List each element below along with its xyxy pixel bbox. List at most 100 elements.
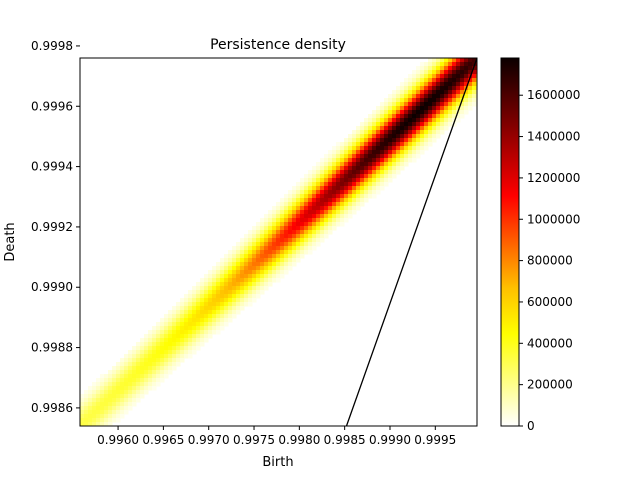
heatmap-cell [260,278,265,283]
heatmap-cell [336,158,341,163]
heatmap-cell [100,422,105,426]
heatmap-cell [244,278,249,283]
heatmap-cell [404,162,409,167]
heatmap-cell [408,158,413,163]
heatmap-cell [80,422,85,426]
heatmap-cell [292,242,297,247]
heatmap-cell [336,170,341,175]
heatmap-cell [348,182,353,187]
heatmap-cell [268,254,273,259]
heatmap-cell [376,178,381,183]
heatmap-cell [168,346,173,351]
heatmap-cell [360,130,365,135]
heatmap-cell [340,178,345,183]
heatmap-cell [164,366,169,371]
heatmap-cell [168,358,173,363]
heatmap-cell [356,174,361,179]
heatmap-cell [272,246,277,251]
heatmap-cell [392,166,397,171]
y-tick-label: 0.9990 [31,280,73,294]
heatmap-cell [372,122,377,127]
heatmap-cell [284,270,289,275]
heatmap-cell [132,346,137,351]
heatmap-cell [456,82,461,87]
heatmap-cell [384,178,389,183]
heatmap-cell [192,310,197,315]
heatmap-cell [324,210,329,215]
heatmap-cell [80,414,85,419]
heatmap-cell [420,122,425,127]
heatmap-cell [160,362,165,367]
heatmap-cell [168,322,173,327]
heatmap-cell [420,138,425,143]
heatmap-cell [356,198,361,203]
heatmap-cell [364,178,369,183]
heatmap-cell [368,138,373,143]
heatmap-cell [312,238,317,243]
heatmap-cell [420,146,425,151]
heatmap-cell [440,102,445,107]
heatmap-cell [256,242,261,247]
heatmap-cell [456,78,461,83]
heatmap-cell [248,286,253,291]
heatmap-cell [388,94,393,99]
heatmap-cell [304,246,309,251]
heatmap-cell [292,246,297,251]
heatmap-cell [268,278,273,283]
heatmap-cell [412,146,417,151]
heatmap-cell [300,226,305,231]
heatmap-cell [172,306,177,311]
heatmap-cell [424,86,429,91]
heatmap-cell [136,342,141,347]
heatmap-cell [312,194,317,199]
heatmap-cell [160,350,165,355]
heatmap-cell [232,246,237,251]
heatmap-cell [372,162,377,167]
heatmap-cell [372,154,377,159]
heatmap-cell [140,394,145,399]
heatmap-cell [340,170,345,175]
heatmap-cell [316,166,321,171]
heatmap-cell [416,126,421,131]
heatmap-cell [320,214,325,219]
heatmap-cell [372,190,377,195]
heatmap-cell [408,82,413,87]
heatmap-cell [412,158,417,163]
heatmap-cell [140,350,145,355]
heatmap-cell [320,230,325,235]
heatmap-cell [372,166,377,171]
heatmap-cell [388,170,393,175]
heatmap-cell [344,198,349,203]
heatmap-cell [304,206,309,211]
heatmap-cell [168,350,173,355]
heatmap-cell [472,90,477,95]
heatmap-cell [360,122,365,127]
heatmap-cell [280,274,285,279]
heatmap-cell [364,118,369,123]
heatmap-cell [132,350,137,355]
heatmap-cell [232,250,237,255]
heatmap-cell [288,226,293,231]
heatmap-cell [120,406,125,411]
heatmap-cell [156,346,161,351]
heatmap-cell [284,194,289,199]
heatmap-cell [308,198,313,203]
heatmap-cell [344,174,349,179]
heatmap-cell [436,58,441,63]
heatmap-cell [284,230,289,235]
heatmap-cell [224,286,229,291]
heatmap-cell [428,90,433,95]
heatmap-cell [340,150,345,155]
heatmap-cell [364,142,369,147]
heatmap-cell [208,306,213,311]
heatmap-cell [204,286,209,291]
heatmap-cell [164,318,169,323]
heatmap-cell [340,202,345,207]
heatmap-cell [376,166,381,171]
heatmap-cell [200,290,205,295]
heatmap-cell [196,286,201,291]
heatmap-cell [204,310,209,315]
heatmap-cell [252,242,257,247]
heatmap-cell [84,398,89,403]
heatmap-cell [176,302,181,307]
